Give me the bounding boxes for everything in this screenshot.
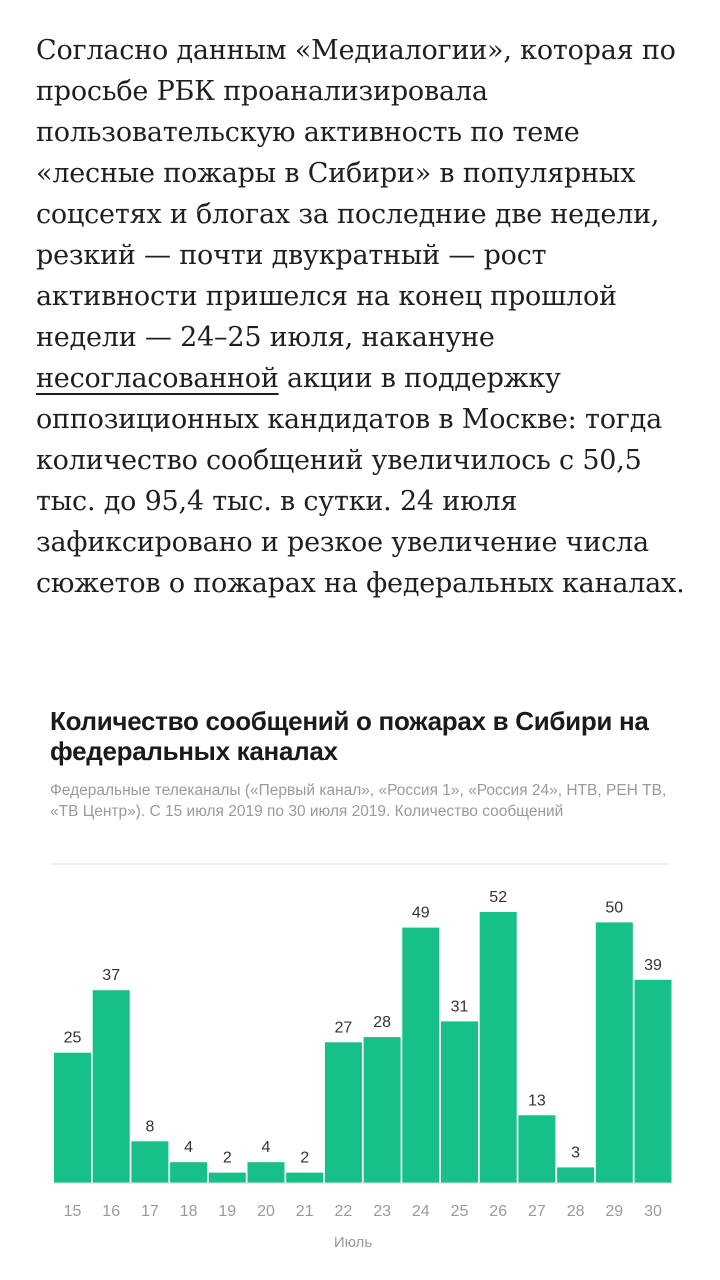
x-tick-label: 22 (335, 1203, 353, 1220)
bar-27 (518, 1115, 556, 1184)
x-tick-label: 28 (567, 1203, 585, 1220)
bar-30 (634, 979, 672, 1184)
bar-21 (286, 1172, 324, 1183)
bar-22 (324, 1042, 362, 1183)
bar-value-label: 4 (262, 1139, 271, 1156)
x-tick-label: 21 (296, 1203, 314, 1220)
x-tick-label: 30 (644, 1203, 662, 1220)
bars-group: 25 15 37 16 8 17 4 18 2 19 4 20 2 21 27 22 28 23 49 24 31 25 5… (54, 889, 672, 1220)
x-tick-label: 20 (257, 1203, 275, 1220)
x-tick-label: 25 (451, 1203, 469, 1220)
bar-16 (92, 990, 130, 1183)
article-paragraph: Согласно данным «Медиалогии», которая по… (36, 30, 696, 604)
bar-17 (131, 1141, 169, 1183)
bar-value-label: 8 (145, 1118, 154, 1135)
x-tick-label: 18 (180, 1203, 198, 1220)
bar-29 (595, 922, 633, 1183)
x-tick-label: 24 (412, 1203, 430, 1220)
bar-18 (170, 1162, 208, 1183)
bar-20 (247, 1162, 285, 1183)
article-text-part2: акции в поддержку оппозиционных кандидат… (36, 363, 685, 599)
bar-19 (208, 1172, 246, 1183)
bar-value-label: 31 (451, 998, 469, 1015)
bar-26 (479, 912, 517, 1183)
chart-subtitle: Федеральные телеканалы («Первый канал», … (50, 782, 667, 820)
bar-23 (363, 1037, 401, 1183)
bar-value-label: 49 (412, 905, 430, 922)
bar-value-label: 52 (489, 889, 507, 906)
bar-value-label: 25 (64, 1030, 82, 1047)
x-tick-label: 27 (528, 1203, 546, 1220)
bar-value-label: 37 (102, 967, 120, 984)
x-tick-label: 29 (605, 1203, 623, 1220)
bar-value-label: 2 (223, 1150, 232, 1167)
bar-25 (441, 1021, 478, 1183)
x-tick-label: 17 (141, 1203, 159, 1220)
x-tick-label: 19 (218, 1203, 236, 1220)
article-text-part1: Согласно данным «Медиалогии», которая по… (36, 35, 676, 353)
article-link[interactable]: несогласованной (36, 363, 279, 394)
x-tick-label: 23 (373, 1203, 391, 1220)
bar-chart: 25 15 37 16 8 17 4 18 2 19 4 20 2 21 27 22 28 23 49 24 31 25 5… (50, 863, 672, 1251)
bar-value-label: 50 (605, 899, 623, 916)
bar-15 (54, 1052, 91, 1183)
bar-28 (557, 1167, 595, 1183)
bar-24 (402, 927, 440, 1183)
bar-value-label: 39 (644, 957, 662, 974)
x-tick-label: 26 (489, 1203, 507, 1220)
bar-value-label: 2 (300, 1150, 309, 1167)
bar-value-label: 3 (571, 1144, 580, 1161)
x-tick-label: 16 (102, 1203, 120, 1220)
x-axis-title: Июль (334, 1234, 372, 1251)
x-tick-label: 15 (64, 1203, 82, 1220)
chart-title: Количество сообщений о пожарах в Сибири … (50, 706, 649, 766)
bar-value-label: 28 (373, 1014, 391, 1031)
bar-value-label: 4 (184, 1139, 193, 1156)
bar-value-label: 27 (335, 1019, 353, 1036)
bar-value-label: 13 (528, 1092, 546, 1109)
